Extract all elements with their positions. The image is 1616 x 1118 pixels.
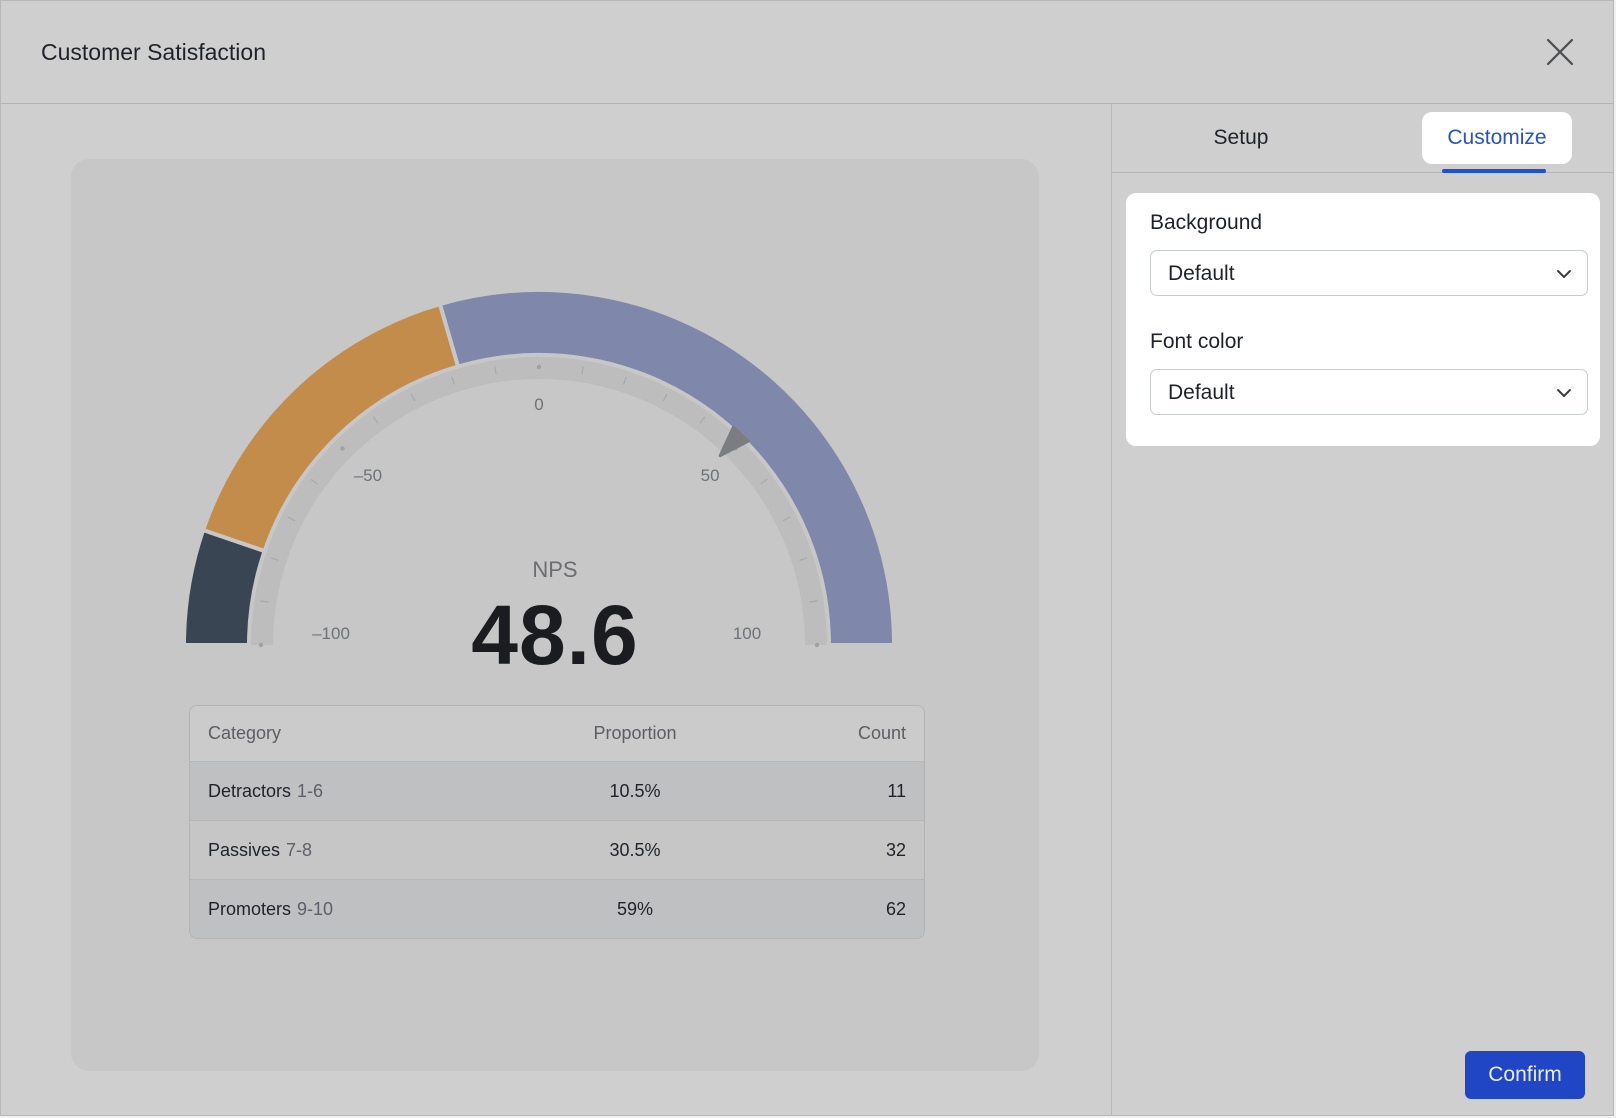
table-row: Detractors 1-6 10.5% 11 <box>190 761 924 820</box>
cell-proportion: 59% <box>616 898 654 919</box>
gauge-tick-label: –100 <box>312 624 350 643</box>
dialog-title: Customer Satisfaction <box>41 39 266 65</box>
font-color-select[interactable]: Default <box>1150 369 1588 415</box>
tab-customize[interactable]: Customize <box>1422 112 1572 164</box>
gauge-tick <box>310 478 318 485</box>
header-proportion: Proportion <box>593 723 677 743</box>
category-range: 1-6 <box>297 780 324 801</box>
gauge-tick <box>799 557 808 561</box>
gauge-tick <box>410 393 416 402</box>
table-row: Promoters 9-10 59% 62 <box>190 879 924 938</box>
background-value: Default <box>1168 262 1235 285</box>
cell-category: Detractors 1-6 <box>190 781 530 802</box>
category-name: Detractors <box>208 780 292 801</box>
close-button[interactable] <box>1543 35 1577 69</box>
gauge-tick <box>260 600 269 603</box>
category-table: Category Proportion Count Detractors 1-6 … <box>189 705 925 939</box>
gauge-segment-promoters <box>437 288 897 647</box>
tab-setup[interactable]: Setup <box>1213 126 1269 149</box>
background-label: Background <box>1150 211 1263 234</box>
cell-count: 62 <box>885 898 906 919</box>
settings-tabs: Setup Customize <box>1112 104 1613 173</box>
active-tab-indicator <box>1442 169 1546 173</box>
nps-label: NPS <box>532 557 578 582</box>
nps-value: 48.6 <box>471 588 639 682</box>
gauge-tick <box>451 376 455 385</box>
category-name: Passives <box>208 839 281 860</box>
close-icon <box>1546 38 1574 66</box>
cell-count: 32 <box>885 839 906 860</box>
gauge-tick-major <box>814 642 820 648</box>
cell-category: Promoters 9-10 <box>190 899 530 920</box>
nps-gauge: –100 –50 0 50 100 <box>181 288 897 648</box>
background-select[interactable]: Default <box>1150 250 1588 296</box>
gauge-tick <box>662 393 668 402</box>
dialog-header: Customer Satisfaction <box>1 1 1613 104</box>
gauge-segment-passives <box>200 301 461 554</box>
gauge-tick-major <box>340 446 345 451</box>
chevron-down-icon <box>1557 389 1571 397</box>
cell-proportion: 10.5% <box>609 780 661 801</box>
gauge-tick <box>623 376 627 385</box>
preview-pane: –100 –50 0 50 100 NPS 48.6 Category Proporti… <box>1 104 1111 1115</box>
table-row: Passives 7-8 30.5% 32 <box>190 820 924 879</box>
gauge-tick <box>760 478 768 485</box>
gauge-tick <box>372 416 379 424</box>
cell-category: Passives 7-8 <box>190 840 530 861</box>
table-header-row: Category Proportion Count <box>190 706 924 761</box>
gauge-tick-major <box>536 364 542 370</box>
font-color-label: Font color <box>1150 330 1244 353</box>
font-color-value: Default <box>1168 381 1235 404</box>
chevron-down-icon <box>1557 270 1571 278</box>
gauge-tick <box>270 557 279 561</box>
settings-pane: Setup Customize Background Default Font … <box>1111 104 1613 1115</box>
gauge-tick <box>699 416 706 424</box>
cell-count: 11 <box>887 780 906 801</box>
gauge-needle-icon <box>718 425 750 458</box>
gauge-tick <box>494 366 497 375</box>
gauge-tick-label: 0 <box>534 395 543 414</box>
gauge-tick <box>581 366 584 375</box>
cell-proportion: 30.5% <box>609 839 661 860</box>
gauge-tick <box>809 600 818 603</box>
gauge-tick-label: –50 <box>354 466 382 485</box>
category-range: 7-8 <box>286 839 313 860</box>
preview-card: –100 –50 0 50 100 NPS 48.6 Category Proporti… <box>71 159 1039 1071</box>
gauge-tick-label: 100 <box>733 624 761 643</box>
gauge-tick-label: 50 <box>701 466 720 485</box>
customize-card: Background Default Font color Default <box>1126 193 1600 446</box>
header-category: Category <box>208 723 282 743</box>
confirm-button[interactable]: Confirm <box>1465 1051 1585 1099</box>
header-count: Count <box>857 723 906 743</box>
gauge-tick-major <box>258 642 264 648</box>
category-range: 9-10 <box>297 898 334 919</box>
gauge-tick <box>287 516 296 522</box>
category-name: Promoters <box>208 898 292 919</box>
gauge-tick <box>782 516 791 522</box>
